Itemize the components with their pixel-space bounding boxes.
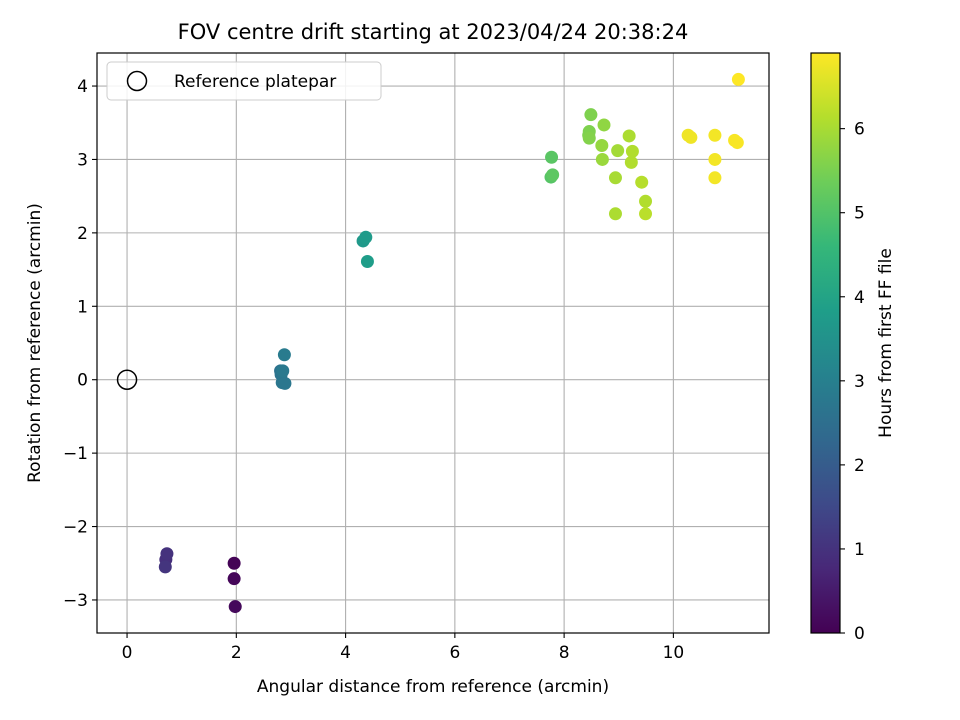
data-point [278, 376, 292, 390]
colorbar-frame [810, 52, 841, 634]
legend: Reference platepar [106, 61, 382, 101]
data-point [639, 194, 653, 208]
legend-box [106, 61, 382, 101]
colorbar-tick-label: 5 [854, 204, 865, 224]
y-tick-label: 3 [77, 150, 88, 170]
grid [97, 53, 769, 633]
x-tick-label: 2 [231, 643, 242, 663]
reference-platepar-marker [116, 369, 138, 390]
plot-frame [96, 52, 770, 634]
data-point [595, 139, 609, 153]
colorbar: 0 1 2 3 4 5 6 Hours from first FF file [810, 52, 896, 644]
data-point [625, 144, 639, 158]
data-point [611, 144, 625, 158]
colorbar-gradient [811, 53, 840, 633]
legend-entry: Reference platepar [174, 72, 336, 92]
y-axis-label: Rotation from reference (arcmin) [25, 203, 45, 483]
colorbar-tick-label: 1 [854, 540, 865, 560]
data-point [227, 572, 241, 586]
data-point [277, 348, 291, 362]
data-point [584, 108, 598, 122]
data-point [160, 547, 174, 561]
data-point [360, 255, 374, 269]
colorbar-tick-label: 4 [854, 288, 865, 308]
data-point [635, 175, 649, 189]
data-points [158, 72, 745, 614]
data-point [608, 207, 622, 221]
data-point [546, 168, 560, 182]
data-point [639, 207, 653, 221]
colorbar-label: Hours from first FF file [876, 248, 896, 438]
data-point [708, 128, 722, 142]
data-point [731, 72, 745, 86]
data-point [227, 556, 241, 570]
x-tick-label: 10 [663, 643, 685, 663]
data-point [276, 364, 290, 378]
chart-title: FOV centre drift starting at 2023/04/24 … [178, 20, 689, 44]
data-point [608, 171, 622, 185]
data-point [582, 131, 596, 145]
data-point [545, 150, 559, 164]
colorbar-tick-label: 2 [854, 456, 865, 476]
colorbar-tick-label: 3 [854, 372, 865, 392]
x-tick-label: 4 [340, 643, 351, 663]
data-point [730, 136, 744, 150]
data-point [595, 152, 609, 166]
data-point [158, 560, 172, 574]
y-tick-label: −3 [63, 591, 88, 611]
data-point [228, 600, 242, 614]
data-point [684, 130, 698, 144]
data-point [708, 152, 722, 166]
x-axis-ticks: 0 2 4 6 8 10 [122, 633, 685, 663]
data-point [359, 230, 373, 244]
data-point [622, 129, 636, 143]
x-tick-label: 6 [449, 643, 460, 663]
x-axis-label: Angular distance from reference (arcmin) [257, 677, 609, 697]
x-tick-label: 0 [122, 643, 133, 663]
data-point [708, 171, 722, 185]
y-tick-label: −2 [63, 518, 88, 538]
y-tick-label: 4 [77, 77, 88, 97]
y-axis-ticks: −3 −2 −1 0 1 2 3 4 [63, 77, 97, 611]
y-tick-label: 2 [77, 224, 88, 244]
y-tick-label: 1 [77, 297, 88, 317]
y-tick-label: −1 [63, 444, 88, 464]
colorbar-tick-label: 0 [854, 624, 865, 644]
data-point [624, 155, 638, 169]
x-tick-label: 8 [559, 643, 570, 663]
legend-marker-icon [126, 70, 148, 92]
data-point [597, 118, 611, 132]
colorbar-ticks: 0 1 2 3 4 5 6 [840, 120, 865, 644]
y-tick-label: 0 [77, 371, 88, 391]
colorbar-tick-label: 6 [854, 120, 865, 140]
